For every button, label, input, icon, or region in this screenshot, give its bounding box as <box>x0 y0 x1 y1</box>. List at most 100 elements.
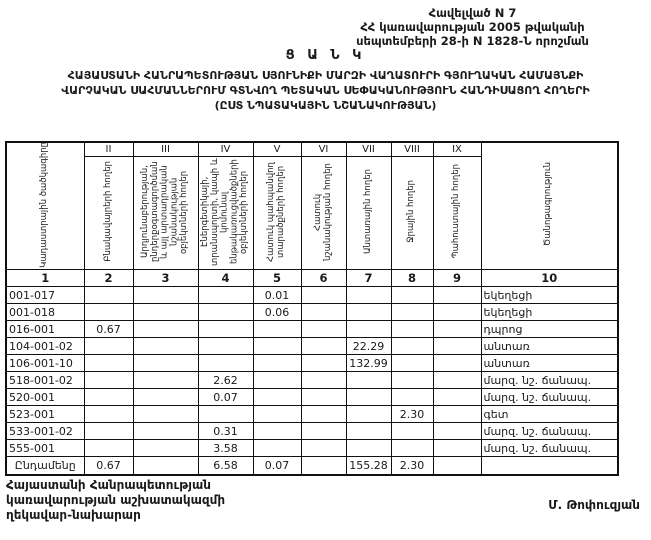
roman-numeral: VIII <box>390 141 434 157</box>
table-row: 001-017 0.01 եկեղեցի <box>5 286 619 304</box>
table-row: 518-001-02 2.62 մարզ. նշ. ճանապ. <box>5 371 619 389</box>
cadastral-code-cell: 555-001 <box>5 439 85 457</box>
value-cell <box>345 286 392 304</box>
value-cell <box>83 303 134 321</box>
value-cell <box>300 388 347 406</box>
column-number: 6 <box>300 269 347 287</box>
roman-numeral: VI <box>300 141 347 157</box>
value-cell <box>345 422 392 440</box>
column-header-industrial-lands: Արդյունաբերության, ընդերքօգտագործման և ա… <box>132 156 199 270</box>
column-number: 7 <box>345 269 392 287</box>
cadastral-code-cell: 523-001 <box>5 405 85 423</box>
rotated-header-text: Անտառային հողեր <box>362 169 373 254</box>
annex-line: Հավելված N 7 <box>428 6 517 20</box>
value-cell <box>197 320 254 338</box>
column-number: 2 <box>83 269 134 287</box>
annex-reference-block: Հավելված N 7 ՀՀ կառավարության 2005 թվակա… <box>320 6 625 48</box>
cadastral-code-cell: 533-001-02 <box>5 422 85 440</box>
value-cell <box>252 405 302 423</box>
column-number: 10 <box>480 269 619 287</box>
value-cell <box>132 422 199 440</box>
table-row: 555-001 3.58 մարզ. նշ. ճանապ. <box>5 439 619 457</box>
document-title: ՀԱՅԱՍՏԱՆԻ ՀԱՆՐԱՊԵՏՈՒԹՅԱՆ ՍՅՈՒՆԻՔԻ ՄԱՐԶԻ … <box>8 68 643 113</box>
column-number: 8 <box>390 269 434 287</box>
rotated-header-text: Կադաստրային ծածկագիրը <box>39 142 50 268</box>
table-row: 533-001-02 0.31 մարզ. նշ. ճանապ. <box>5 422 619 440</box>
signature-name: Մ. Թոփուզյան <box>548 498 640 512</box>
value-cell: 3.58 <box>197 439 254 457</box>
total-value-cell <box>300 456 347 476</box>
value-cell <box>345 371 392 389</box>
rotated-header-text: Բնակավայրերի հողեր <box>102 161 113 262</box>
note-cell: եկեղեցի <box>480 303 619 321</box>
annex-line: ՀՀ կառավարության 2005 թվականի <box>360 20 585 34</box>
value-cell <box>83 354 134 372</box>
value-cell <box>132 371 199 389</box>
column-number: 5 <box>252 269 302 287</box>
total-label: Ընդամենը <box>5 456 85 476</box>
cadastral-code-cell: 016-001 <box>5 320 85 338</box>
value-cell <box>390 286 434 304</box>
roman-numeral: III <box>132 141 199 157</box>
total-value-cell: 0.07 <box>252 456 302 476</box>
cadastral-code-cell: 001-017 <box>5 286 85 304</box>
signatory-title-line: ղեկավար-նախարար <box>6 508 141 522</box>
value-cell <box>432 422 482 440</box>
signatory-title-block: Հայաստանի Հանրապետության կառավարության ա… <box>6 478 225 523</box>
value-cell <box>390 320 434 338</box>
signatory-title-line: Հայաստանի Հանրապետության <box>6 478 211 492</box>
value-cell: 2.62 <box>197 371 254 389</box>
total-note-cell <box>480 456 619 476</box>
total-value-cell <box>132 456 199 476</box>
note-cell: մարզ. նշ. ճանապ. <box>480 422 619 440</box>
column-number: 4 <box>197 269 254 287</box>
value-cell <box>390 388 434 406</box>
value-cell: 22.29 <box>345 337 392 355</box>
value-cell <box>300 405 347 423</box>
value-cell <box>300 371 347 389</box>
value-cell <box>300 303 347 321</box>
value-cell <box>83 337 134 355</box>
roman-numeral: V <box>252 141 302 157</box>
land-categories-table: Կադաստրային ծածկագիրը II III IV V VI VII… <box>5 141 619 476</box>
cadastral-code-cell: 104-001-02 <box>5 337 85 355</box>
value-cell <box>197 303 254 321</box>
value-cell <box>432 405 482 423</box>
value-cell: 0.31 <box>197 422 254 440</box>
note-cell: մարզ. նշ. ճանապ. <box>480 388 619 406</box>
column-header-note: Ծանոթագրություն <box>480 141 619 270</box>
value-cell <box>390 354 434 372</box>
roman-numeral: IX <box>432 141 482 157</box>
rotated-header-text: Արդյունաբերության, ընդերքօգտագործման և ա… <box>140 161 190 262</box>
column-header-forest-lands: Անտառային հողեր <box>345 156 392 270</box>
column-header-water-lands: Ջրային հողեր <box>390 156 434 270</box>
value-cell <box>132 320 199 338</box>
value-cell <box>390 371 434 389</box>
total-value-cell: 2.30 <box>390 456 434 476</box>
roman-numeral: II <box>83 141 134 157</box>
table-row: 523-001 2.30 գետ <box>5 405 619 423</box>
note-cell: դպրոց <box>480 320 619 338</box>
rotated-header-text: Ջրային հողեր <box>406 180 417 243</box>
title-line: (ԸՍՏ ՆՊԱՏԱԿԱՅԻՆ ՆՇԱՆԱԿՈՒԹՅԱՆ) <box>214 99 437 112</box>
value-cell <box>132 286 199 304</box>
value-cell <box>300 286 347 304</box>
value-cell <box>83 439 134 457</box>
value-cell: 0.07 <box>197 388 254 406</box>
total-value-cell <box>432 456 482 476</box>
value-cell: 132.99 <box>345 354 392 372</box>
value-cell <box>83 388 134 406</box>
total-value-cell: 155.28 <box>345 456 392 476</box>
value-cell <box>252 371 302 389</box>
value-cell <box>432 354 482 372</box>
value-cell <box>390 337 434 355</box>
value-cell <box>132 354 199 372</box>
cadastral-code-cell: 518-001-02 <box>5 371 85 389</box>
value-cell <box>390 439 434 457</box>
title-line: ՎԱՐՉԱԿԱՆ ՍԱՀՄԱՆՆԵՐՈՒՄ ԳՏՆՎՈՂ ՊԵՏԱԿԱՆ ՍԵՓ… <box>61 84 590 97</box>
value-cell: 0.67 <box>83 320 134 338</box>
value-cell <box>132 337 199 355</box>
value-cell <box>197 405 254 423</box>
value-cell <box>432 439 482 457</box>
note-cell: եկեղեցի <box>480 286 619 304</box>
